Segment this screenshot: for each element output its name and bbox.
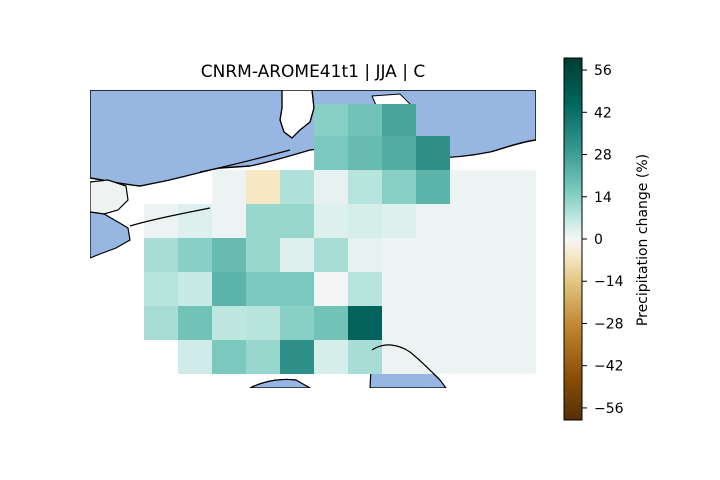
coastline [249, 378, 297, 388]
grid-cell [144, 238, 178, 272]
grid-cell [212, 238, 246, 272]
grid-cell [348, 136, 382, 170]
grid-cell [382, 204, 416, 238]
grid-cell [212, 272, 246, 306]
grid-cell [178, 340, 212, 374]
colorbar-bar [563, 57, 583, 421]
grid-cell [416, 204, 450, 238]
grid-cell [280, 340, 314, 374]
grid-cell [518, 170, 536, 204]
coastline [279, 90, 315, 139]
grid-cell [314, 136, 348, 170]
grid-cell [450, 306, 484, 340]
grid-cell [518, 340, 536, 374]
grid-cell [382, 104, 416, 138]
grid-cell [484, 238, 518, 272]
coastline [199, 149, 291, 173]
grid-cell [144, 272, 178, 306]
grid-cell [382, 272, 416, 306]
grid-cell [314, 170, 348, 204]
grid-cell [246, 238, 280, 272]
grid-cell [246, 340, 280, 374]
grid-cell [484, 170, 518, 204]
colorbar-tick-label: −56 [594, 401, 624, 417]
grid-cell [518, 306, 536, 340]
grid-cell [314, 238, 348, 272]
grid-cell [382, 306, 416, 340]
grid-cell [178, 238, 212, 272]
grid-cell [178, 204, 212, 238]
grid-cell [416, 170, 450, 204]
grid-cell [246, 204, 280, 238]
grid-cell [178, 306, 212, 340]
grid-cell [314, 306, 348, 340]
colorbar-tick-label: −42 [594, 359, 624, 375]
colorbar-tick-label: 14 [594, 190, 612, 206]
grid-cell [416, 306, 450, 340]
grid-cell [450, 170, 484, 204]
grid-cell [212, 340, 246, 374]
grid-cell [280, 272, 314, 306]
colorbar-tick-label: −28 [594, 316, 624, 332]
grid-cell [484, 272, 518, 306]
grid-cell [416, 238, 450, 272]
land-england [90, 179, 129, 215]
colorbar-tick-label: 56 [594, 63, 612, 79]
colorbar-tick-label: 42 [594, 105, 612, 121]
grid-cell [246, 306, 280, 340]
grid-cell [484, 204, 518, 238]
grid-cell [348, 104, 382, 138]
colorbar-tick-label: 28 [594, 148, 612, 164]
grid-cell [280, 238, 314, 272]
map-title: CNRM-AROME41t1 | JJA | C [200, 62, 426, 82]
grid-cell [416, 136, 450, 170]
grid-cell [484, 306, 518, 340]
grid-cell [246, 272, 280, 306]
grid-cell [416, 272, 450, 306]
grid-cell [280, 170, 314, 204]
grid-cell [450, 272, 484, 306]
grid-cell [144, 306, 178, 340]
grid-cell [416, 340, 450, 374]
grid-cell [348, 204, 382, 238]
grid-cell [314, 272, 348, 306]
grid-cell [348, 306, 382, 340]
colorbar-tick-label: −14 [594, 274, 624, 290]
colorbar-tick-label: 0 [594, 232, 603, 248]
grid-cell [212, 170, 246, 204]
grid-cell [314, 340, 348, 374]
grid-cell [314, 204, 348, 238]
grid-cell [178, 272, 212, 306]
grid-cell [518, 272, 536, 306]
grid-cell [518, 238, 536, 272]
grid-cell [348, 170, 382, 204]
grid-cell [450, 340, 484, 374]
grid-cell [382, 340, 416, 374]
grid-cell [348, 272, 382, 306]
grid-cell [382, 170, 416, 204]
grid-cell [246, 170, 280, 204]
grid-cell [348, 340, 382, 374]
grid-cell [484, 340, 518, 374]
grid-cell [518, 204, 536, 238]
grid-cell [280, 306, 314, 340]
grid-cell [382, 238, 416, 272]
grid-cell [450, 204, 484, 238]
grid-cell [212, 204, 246, 238]
coastline [371, 344, 441, 381]
grid-cell [348, 238, 382, 272]
grid-cell [450, 238, 484, 272]
grid-cell [314, 104, 348, 138]
grid-cell [280, 204, 314, 238]
grid-cell [212, 306, 246, 340]
grid-cell [382, 136, 416, 170]
colorbar-label: Precipitation change (%) [635, 153, 651, 327]
coastline [129, 207, 211, 227]
sea-channel [90, 211, 131, 259]
